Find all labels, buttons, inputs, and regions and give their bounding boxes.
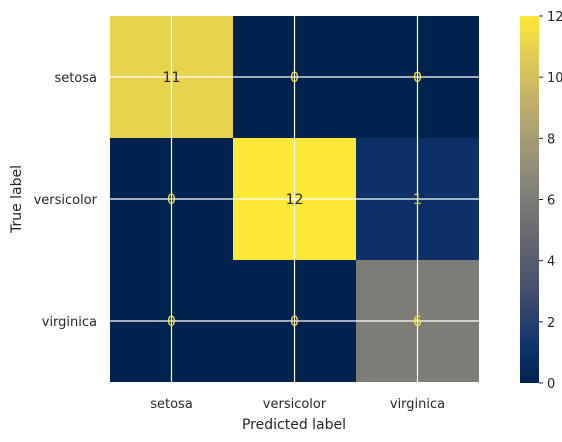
colorbar — [520, 16, 539, 383]
cell-value-labels: 11 0 0 0 12 1 0 0 6 — [163, 70, 422, 330]
y-tick-label: virginica — [42, 315, 97, 330]
y-tick-label: setosa — [54, 71, 97, 86]
cell-value-1-1: 12 — [286, 192, 304, 208]
colorbar-tick-label: 10 — [547, 71, 562, 86]
cell-value-2-2: 6 — [413, 314, 422, 330]
colorbar-ticks: 0 2 4 6 8 10 12 — [539, 10, 562, 392]
x-tick-labels: setosa versicolor virginica — [150, 397, 445, 412]
cell-value-1-2: 1 — [413, 192, 422, 208]
y-tick-label: versicolor — [34, 193, 98, 208]
cell-value-1-0: 0 — [167, 192, 176, 208]
cell-value-0-0: 11 — [163, 70, 181, 86]
x-axis-label: Predicted label — [242, 417, 346, 433]
cell-value-2-0: 0 — [167, 314, 176, 330]
colorbar-tick-label: 0 — [547, 377, 555, 392]
cell-value-2-1: 0 — [290, 314, 299, 330]
y-tick-labels: setosa versicolor virginica — [34, 71, 98, 330]
colorbar-tick-label: 4 — [547, 255, 555, 270]
cell-value-0-1: 0 — [290, 70, 299, 86]
colorbar-tick-label: 6 — [547, 194, 555, 209]
x-tick-label: virginica — [390, 397, 445, 412]
x-tick-label: versicolor — [263, 397, 327, 412]
cell-value-0-2: 0 — [413, 70, 422, 86]
colorbar-tick-label: 8 — [547, 132, 555, 147]
y-axis-label: True label — [9, 165, 25, 234]
x-tick-label: setosa — [150, 397, 193, 412]
colorbar-tick-label: 12 — [547, 10, 562, 25]
gridlines — [110, 16, 479, 382]
colorbar-tick-label: 2 — [547, 316, 555, 331]
